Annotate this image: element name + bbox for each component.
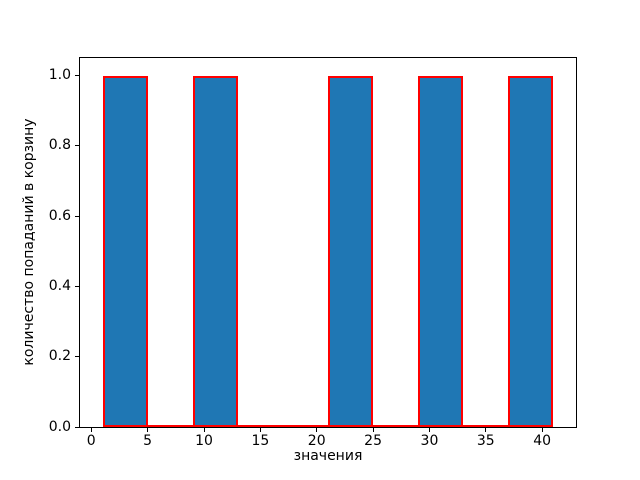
y-tick-label: 0.6 (48, 207, 71, 224)
y-tick-mark (75, 145, 79, 147)
x-tick-label: 40 (533, 433, 552, 449)
x-tick-mark (203, 428, 205, 432)
y-tick-label: 0.4 (48, 277, 71, 294)
histogram-empty-bin-edge (282, 425, 328, 427)
x-tick-mark (428, 428, 430, 432)
x-tick-label: 0 (86, 433, 96, 449)
x-tick-mark (316, 428, 318, 432)
y-tick-mark (75, 285, 79, 287)
x-tick-label: 20 (307, 433, 326, 449)
histogram-bar (508, 75, 554, 427)
x-tick-label: 10 (195, 433, 213, 449)
histogram-bar (192, 75, 238, 427)
y-tick-mark (75, 356, 79, 358)
histogram-bar (328, 75, 374, 427)
y-axis-label: количество попаданий в корзину (21, 118, 37, 366)
y-tick-label: 0.8 (48, 137, 71, 154)
x-tick-mark (485, 428, 487, 432)
x-tick-label: 30 (420, 433, 439, 449)
histogram-bar (102, 75, 148, 427)
x-tick-label: 25 (364, 433, 382, 449)
histogram-empty-bin-edge (237, 425, 283, 427)
x-tick-mark (541, 428, 543, 432)
y-tick-label: 0.2 (48, 348, 71, 365)
histogram-empty-bin-edge (373, 425, 419, 427)
y-tick-mark (75, 426, 79, 428)
x-axis-label: значения (293, 448, 363, 464)
histogram-empty-bin-edge (463, 425, 509, 427)
x-tick-mark (90, 428, 92, 432)
x-tick-mark (372, 428, 374, 432)
y-tick-label: 0.0 (48, 418, 71, 435)
y-tick-label: 1.0 (48, 67, 71, 84)
histogram-bar (418, 75, 464, 427)
x-tick-label: 5 (143, 433, 153, 449)
x-tick-label: 35 (476, 433, 495, 449)
y-tick-mark (75, 75, 79, 77)
y-tick-mark (75, 215, 79, 217)
x-tick-mark (147, 428, 149, 432)
x-tick-mark (259, 428, 261, 432)
histogram-empty-bin-edge (147, 425, 193, 427)
plot-area (80, 58, 576, 427)
x-tick-label: 15 (251, 433, 270, 449)
